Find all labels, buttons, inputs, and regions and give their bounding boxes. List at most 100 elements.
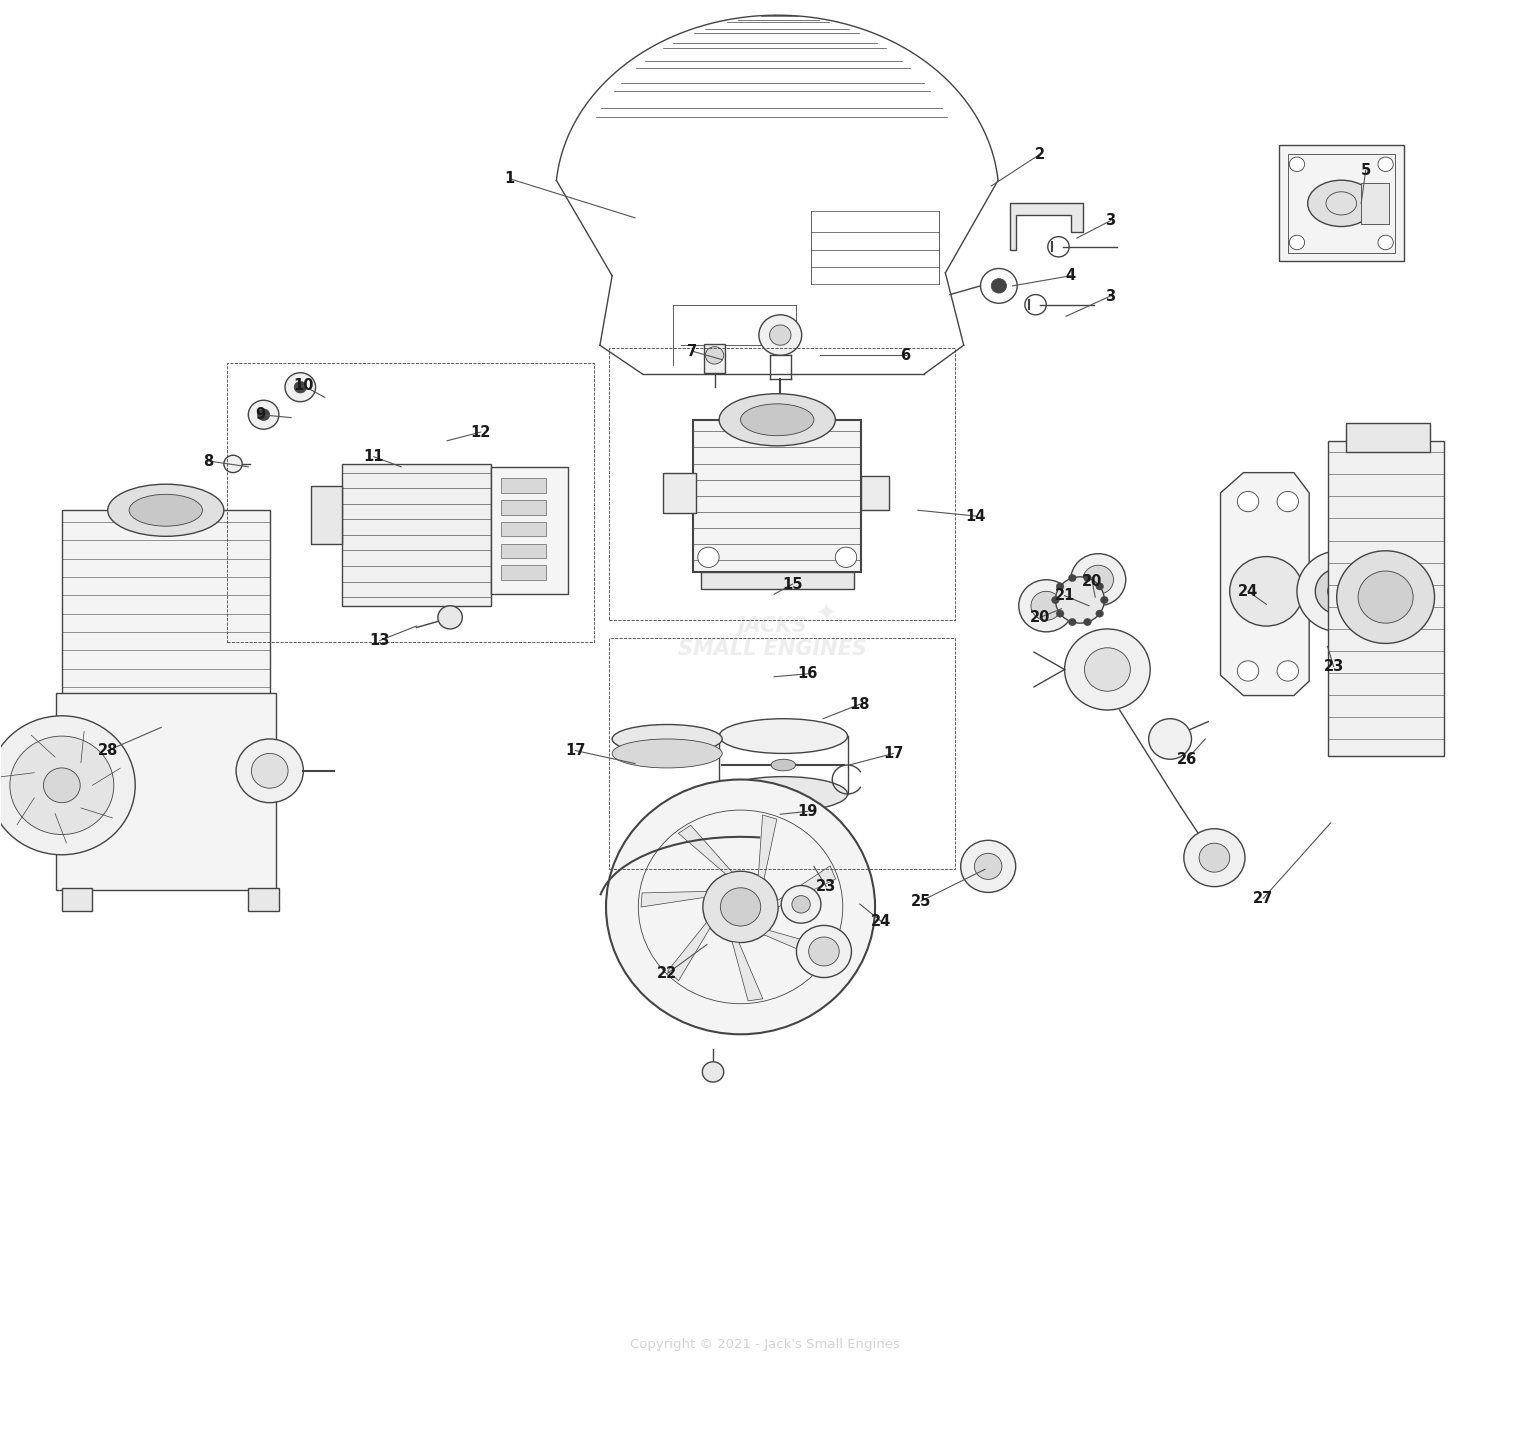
- Bar: [491, 467, 568, 594]
- Circle shape: [1083, 619, 1091, 626]
- Circle shape: [1316, 568, 1365, 614]
- Bar: [61, 510, 269, 696]
- Circle shape: [809, 938, 840, 966]
- Circle shape: [223, 455, 242, 472]
- Text: 17: 17: [883, 746, 904, 761]
- Text: 12: 12: [471, 425, 491, 439]
- Ellipse shape: [719, 777, 848, 811]
- Text: 9: 9: [256, 407, 266, 422]
- Circle shape: [1056, 610, 1063, 617]
- Circle shape: [9, 736, 113, 835]
- Circle shape: [438, 606, 462, 629]
- Circle shape: [961, 840, 1016, 893]
- Text: 3: 3: [1105, 288, 1115, 303]
- Text: 19: 19: [797, 804, 819, 819]
- Bar: [662, 472, 696, 513]
- Circle shape: [1337, 551, 1435, 643]
- Circle shape: [698, 548, 719, 568]
- Circle shape: [285, 372, 315, 401]
- Text: 2: 2: [1036, 146, 1045, 162]
- Circle shape: [1095, 610, 1103, 617]
- Text: 8: 8: [203, 454, 214, 468]
- Circle shape: [1065, 629, 1151, 710]
- Circle shape: [606, 780, 875, 1035]
- Circle shape: [1297, 551, 1383, 632]
- Bar: [701, 572, 854, 590]
- Ellipse shape: [107, 484, 223, 536]
- Circle shape: [1200, 843, 1230, 872]
- Circle shape: [1290, 235, 1305, 249]
- Bar: [1288, 154, 1395, 252]
- Circle shape: [1328, 580, 1353, 603]
- Text: 5: 5: [1360, 162, 1371, 178]
- Circle shape: [759, 314, 802, 355]
- Bar: [500, 478, 546, 493]
- Circle shape: [1085, 648, 1131, 691]
- Text: 26: 26: [1177, 752, 1196, 767]
- Text: ✦: ✦: [815, 603, 837, 626]
- Text: 1: 1: [505, 171, 516, 187]
- Ellipse shape: [771, 759, 796, 771]
- Bar: [311, 485, 341, 543]
- Circle shape: [975, 853, 1002, 880]
- Ellipse shape: [1308, 180, 1375, 226]
- Circle shape: [257, 409, 269, 420]
- Text: 14: 14: [965, 509, 987, 523]
- Circle shape: [702, 871, 779, 942]
- Circle shape: [1056, 582, 1063, 590]
- Polygon shape: [1010, 203, 1083, 249]
- Text: 17: 17: [565, 743, 586, 758]
- Polygon shape: [641, 891, 707, 907]
- Circle shape: [1068, 574, 1076, 581]
- Bar: [609, 348, 955, 620]
- Polygon shape: [1221, 472, 1310, 696]
- Bar: [500, 565, 546, 580]
- Bar: [704, 343, 725, 372]
- Circle shape: [1230, 556, 1304, 626]
- Circle shape: [1056, 577, 1105, 623]
- Polygon shape: [759, 814, 777, 880]
- Circle shape: [721, 888, 760, 926]
- Bar: [55, 693, 275, 890]
- Text: 20: 20: [1030, 610, 1050, 625]
- Text: 20: 20: [1082, 574, 1102, 588]
- Polygon shape: [763, 930, 831, 959]
- Bar: [1362, 183, 1389, 223]
- Text: 23: 23: [1323, 659, 1343, 674]
- Circle shape: [236, 739, 303, 803]
- Circle shape: [1071, 554, 1126, 606]
- Circle shape: [1083, 565, 1114, 594]
- Circle shape: [770, 325, 791, 345]
- Bar: [248, 888, 278, 911]
- Circle shape: [1278, 491, 1299, 511]
- Circle shape: [1184, 829, 1245, 887]
- Circle shape: [991, 278, 1007, 293]
- Circle shape: [248, 400, 278, 429]
- Circle shape: [1278, 661, 1299, 681]
- Text: 21: 21: [1054, 588, 1074, 603]
- Text: 27: 27: [1253, 891, 1273, 906]
- Text: 15: 15: [782, 577, 803, 591]
- Ellipse shape: [612, 724, 722, 753]
- Circle shape: [1238, 661, 1259, 681]
- Bar: [61, 888, 92, 911]
- Polygon shape: [777, 867, 835, 907]
- Circle shape: [1031, 591, 1062, 620]
- Bar: [1279, 145, 1405, 261]
- Polygon shape: [678, 826, 733, 874]
- Text: 23: 23: [815, 880, 837, 894]
- Text: 28: 28: [98, 743, 118, 758]
- Circle shape: [1379, 235, 1394, 249]
- Circle shape: [1379, 156, 1394, 171]
- Text: Copyright © 2021 - Jack's Small Engines: Copyright © 2021 - Jack's Small Engines: [630, 1337, 900, 1350]
- Text: 13: 13: [370, 633, 390, 648]
- Bar: [861, 475, 889, 510]
- Circle shape: [1095, 582, 1103, 590]
- Bar: [609, 638, 955, 869]
- Text: 24: 24: [1238, 584, 1258, 598]
- Text: 25: 25: [910, 894, 932, 909]
- Bar: [226, 362, 594, 642]
- Circle shape: [705, 346, 724, 364]
- Circle shape: [782, 885, 822, 923]
- Circle shape: [835, 548, 857, 568]
